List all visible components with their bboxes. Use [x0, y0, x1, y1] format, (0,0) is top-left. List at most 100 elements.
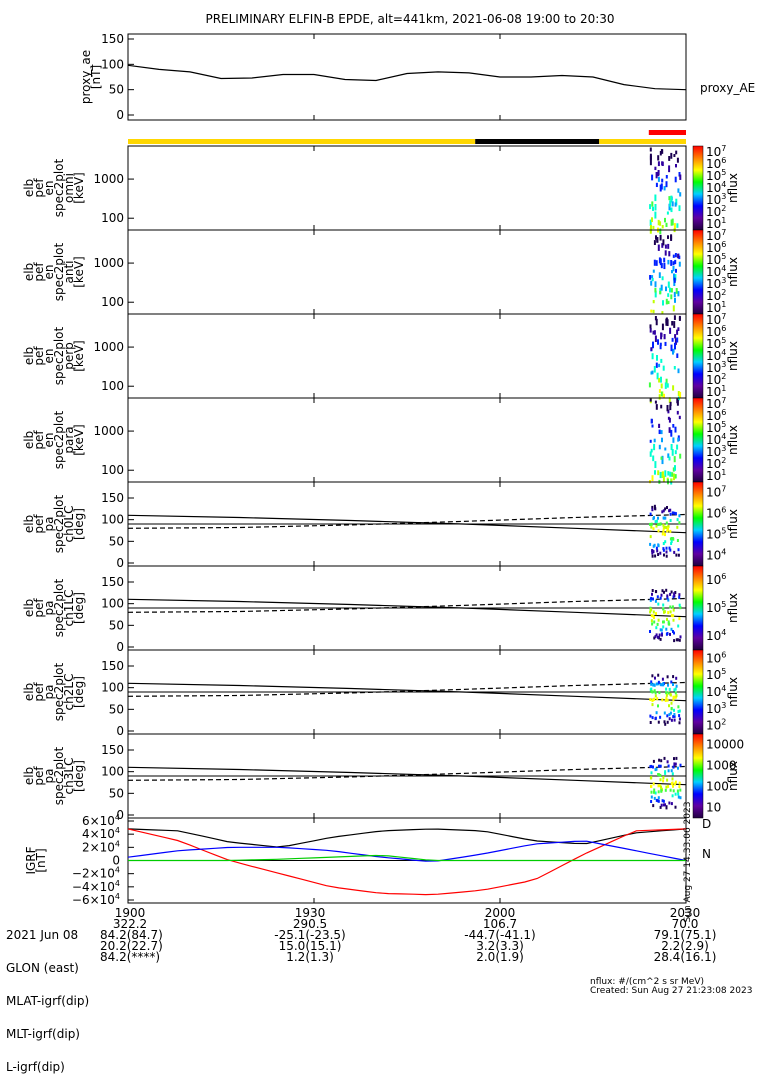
energy-y-label: spec2plot	[52, 410, 66, 469]
energy-y-label: pef	[32, 430, 46, 450]
pitch-burst-cell	[657, 720, 660, 724]
energy-burst-cell	[666, 405, 669, 412]
colorbar-tick-exponent: 4	[721, 628, 726, 637]
energy-burst-cell	[676, 337, 679, 343]
pitch-burst-cell	[669, 632, 671, 636]
pitch-burst-cell	[664, 540, 667, 544]
pitch-burst-cell	[663, 516, 666, 520]
pitch-y-label: ch1LC	[62, 590, 76, 627]
pitch-burst-cell	[664, 722, 667, 726]
pitch-burst-cell	[649, 542, 652, 546]
energy-burst-cell	[653, 259, 656, 266]
pitch-burst-cell	[654, 691, 657, 695]
pitch-burst-cell	[672, 698, 675, 702]
energy-burst-cell	[660, 391, 663, 397]
energy-burst-cell	[672, 265, 675, 272]
pitch-burst-cell	[679, 796, 682, 800]
ae-y-tick-label: 0	[116, 108, 124, 122]
pitch-burst-cell	[650, 784, 652, 788]
pitch-burst-cell	[676, 518, 679, 522]
energy-burst-cell	[672, 385, 675, 391]
energy-burst-cell	[651, 174, 654, 181]
pitch-burst-cell	[665, 687, 668, 691]
pitch-burst-cell	[655, 767, 658, 771]
colorbar-tick-exponent: 4	[721, 180, 726, 189]
pitch-burst-cell	[676, 638, 679, 642]
energy-burst-cell	[672, 254, 675, 258]
energy-burst-cell	[673, 315, 676, 320]
energy-burst-cell	[657, 470, 660, 476]
energy-burst-cell	[670, 234, 673, 240]
pitch-burst-cell	[651, 589, 654, 592]
pitch-y-label: pef	[32, 682, 46, 702]
pitch-burst-cell	[652, 765, 654, 769]
energy-burst-cell	[669, 471, 672, 477]
pitch-burst-cell	[665, 696, 668, 700]
pitch-y-label: pa	[42, 601, 56, 616]
colorbar-tick-label: 105	[706, 667, 726, 682]
pitch-burst-cell	[654, 676, 656, 680]
pitch-burst-cell	[665, 693, 668, 697]
energy-panel-frame	[127, 397, 687, 483]
pitch-burst-cell	[652, 782, 655, 786]
energy-burst-cell	[676, 223, 679, 228]
energy-burst-cell	[674, 253, 677, 258]
pitch-burst-cell	[657, 799, 660, 803]
colorbar-tick-exponent: 2	[721, 288, 726, 297]
pitch-burst-cell	[653, 689, 656, 693]
pitch-burst-cell	[674, 805, 677, 809]
status-segment-day	[128, 139, 476, 144]
energy-burst-cell	[661, 161, 664, 167]
energy-y-label: elb	[22, 263, 36, 281]
energy-burst-cell	[654, 461, 657, 469]
colorbar-label: nflux	[726, 761, 740, 791]
pitch-burst-cell	[649, 765, 652, 769]
energy-burst-cell	[661, 225, 664, 229]
igrf-y-tick-label: −6×104	[72, 892, 120, 907]
pitch-burst-cell	[659, 637, 662, 641]
pitch-burst-cell	[662, 776, 665, 780]
energy-burst-cell	[658, 389, 661, 393]
pitch-burst-cell	[666, 506, 668, 509]
energy-y-label: en	[42, 265, 56, 280]
status-segment-night	[475, 139, 600, 144]
energy-burst-cell	[674, 176, 677, 183]
pitch-burst-cell	[668, 687, 671, 691]
pitch-y-label: [deg]	[72, 760, 86, 792]
energy-y-label: [keV]	[72, 172, 86, 203]
pitch-burst-cell	[651, 699, 654, 702]
pitch-burst-cell	[662, 547, 665, 551]
colorbar-label: nflux	[726, 509, 740, 539]
pitch-burst-cell	[666, 675, 669, 679]
energy-burst-cell	[677, 291, 680, 297]
pitch-burst-cell	[678, 714, 681, 718]
energy-burst-cell	[663, 262, 666, 270]
pitch-y-tick-label: 150	[101, 575, 124, 589]
colorbar-tick-label: 106	[706, 506, 726, 521]
pitch-burst-cell	[678, 521, 681, 525]
pitch-burst-cell	[655, 682, 658, 686]
energy-y-label: elb	[22, 347, 36, 365]
pitch-burst-cell	[660, 759, 663, 763]
pitch-burst-cell	[659, 628, 662, 632]
energy-burst-cell	[670, 344, 673, 352]
colorbar-tick-exponent: 4	[721, 432, 726, 441]
pitch-burst-cell	[679, 763, 682, 767]
pitch-burst-cell	[653, 616, 655, 620]
energy-burst-cell	[654, 166, 657, 171]
energy-burst-cell	[660, 404, 663, 409]
energy-burst-cell	[664, 447, 667, 451]
pitch-burst-cell	[675, 638, 678, 642]
energy-burst-cell	[651, 201, 654, 207]
energy-burst-cell	[678, 315, 681, 320]
footer-label-mlat: MLAT-igrf(dip)	[6, 994, 90, 1008]
energy-burst-cell	[670, 152, 673, 159]
pitch-burst-cell	[673, 718, 676, 722]
energy-burst-cell	[675, 268, 677, 273]
pitch-burst-cell	[670, 627, 673, 631]
energy-burst-cell	[653, 443, 656, 451]
energy-burst-cell	[660, 332, 663, 340]
energy-burst-cell	[665, 378, 668, 384]
energy-y-label: en	[42, 349, 56, 364]
energy-burst-cell	[658, 377, 661, 383]
